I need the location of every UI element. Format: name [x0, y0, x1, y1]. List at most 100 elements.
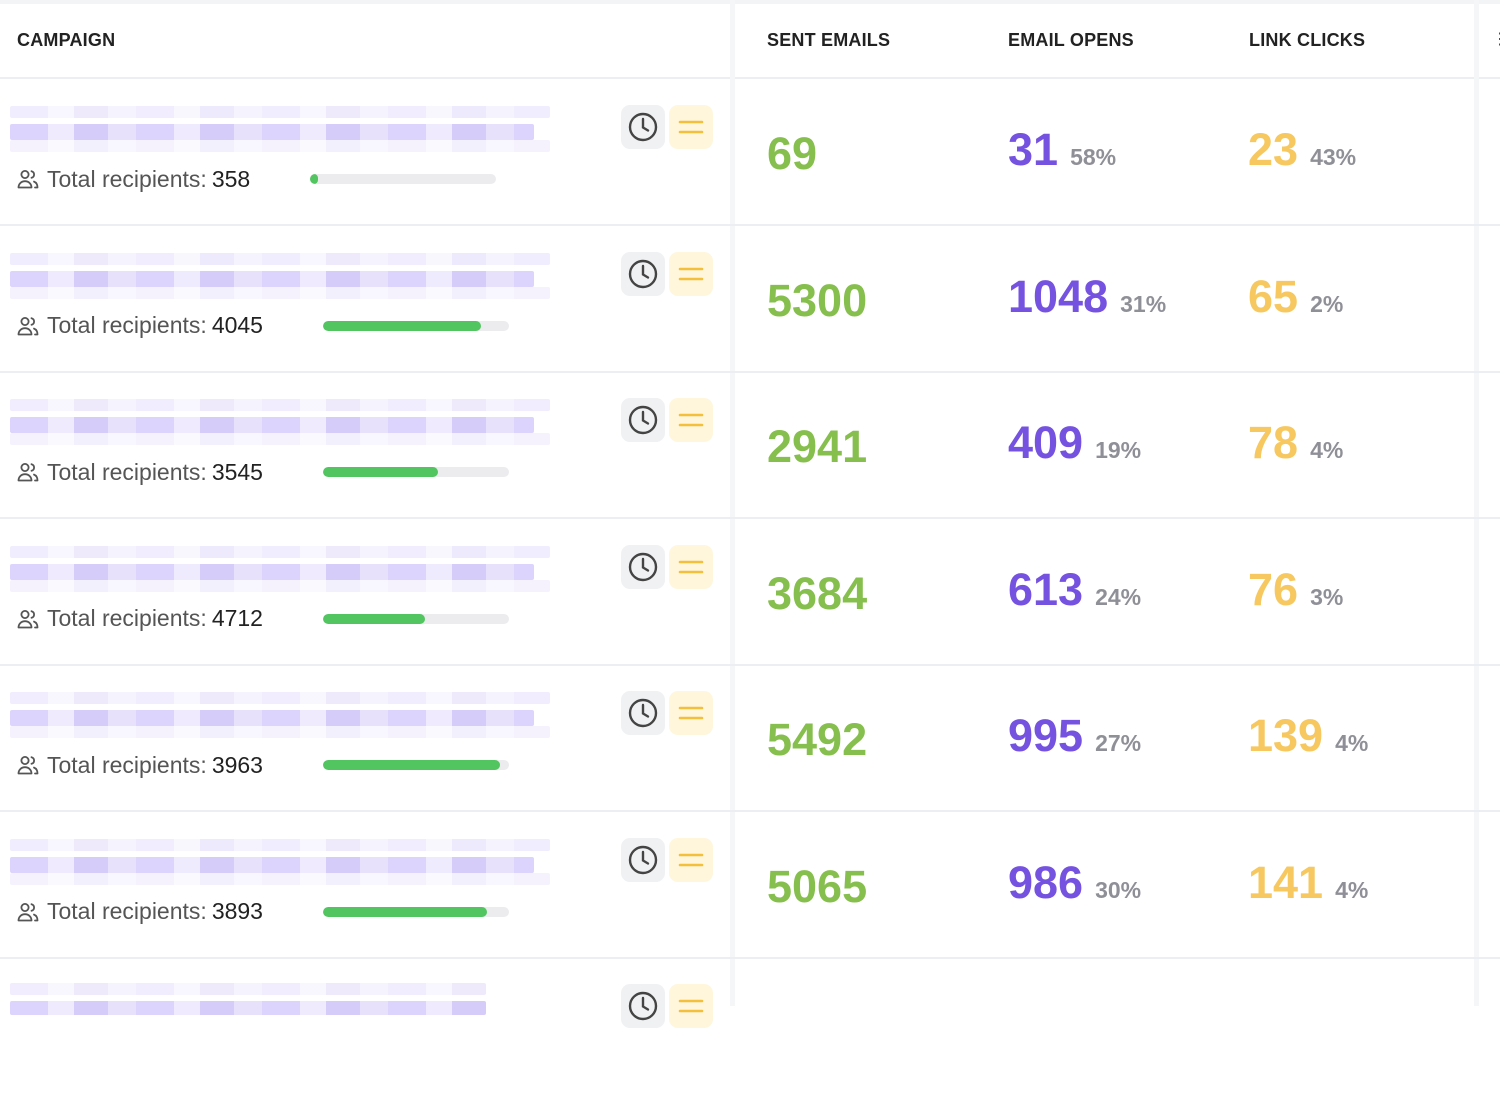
total-recipients: Total recipients: 3545 — [16, 457, 263, 487]
email-opens-count: 986 — [1008, 857, 1083, 908]
total-recipients: Total recipients: 4045 — [16, 311, 263, 341]
schedule-button[interactable] — [621, 252, 665, 296]
table-row[interactable]: Total recipients: 4712 3684 613 24% 76 3% — [0, 518, 1500, 666]
menu-button[interactable] — [669, 252, 713, 296]
email-opens-count: 995 — [1008, 710, 1083, 761]
link-clicks: 65 2% — [1248, 271, 1343, 323]
campaign-name-redacted[interactable] — [10, 393, 565, 449]
menu-button[interactable] — [669, 691, 713, 735]
link-clicks-percent: 4% — [1335, 877, 1368, 903]
schedule-button[interactable] — [621, 838, 665, 882]
link-clicks-count: 23 — [1248, 124, 1298, 175]
recipients-progress-bar — [323, 467, 509, 477]
schedule-button[interactable] — [621, 398, 665, 442]
recipients-progress-fill — [323, 760, 500, 770]
recipients-progress-bar — [323, 907, 509, 917]
link-clicks-percent: 2% — [1310, 291, 1343, 317]
total-recipients-count: 3963 — [212, 752, 263, 779]
link-clicks-count: 78 — [1248, 417, 1298, 468]
link-clicks-count: 139 — [1248, 710, 1323, 761]
clock-icon — [627, 697, 659, 729]
link-clicks-percent: 3% — [1310, 584, 1343, 610]
campaign-name-redacted[interactable] — [10, 540, 565, 596]
email-opens: 31 58% — [1008, 124, 1116, 176]
recipients-progress-bar — [323, 614, 509, 624]
recipients-progress-fill — [323, 614, 425, 624]
total-recipients-label: Total recipients: — [47, 898, 207, 925]
sent-emails-count: 5300 — [767, 275, 867, 327]
clock-icon — [627, 111, 659, 143]
campaign-name-redacted[interactable] — [10, 977, 490, 1007]
recipients-progress-fill — [323, 907, 487, 917]
more-options-icon[interactable]: ⋮ — [1492, 30, 1500, 50]
sent-emails-count: 2941 — [767, 421, 867, 473]
campaign-name-redacted[interactable] — [10, 686, 565, 742]
total-recipients-count: 4712 — [212, 605, 263, 632]
email-opens-percent: 19% — [1095, 437, 1141, 463]
menu-icon — [677, 992, 705, 1020]
table-row[interactable]: Total recipients: 4045 5300 1048 31% 65 2% — [0, 225, 1500, 373]
clock-icon — [627, 990, 659, 1022]
sent-emails-count: 5065 — [767, 861, 867, 913]
table-row[interactable]: Total recipients: 3893 5065 986 30% 141 4% — [0, 811, 1500, 959]
total-recipients: Total recipients: 358 — [16, 164, 250, 194]
email-opens-count: 31 — [1008, 124, 1058, 175]
email-opens-count: 613 — [1008, 564, 1083, 615]
users-icon — [16, 753, 40, 777]
menu-button[interactable] — [669, 984, 713, 1028]
schedule-button[interactable] — [621, 105, 665, 149]
menu-icon — [677, 846, 705, 874]
email-opens: 995 27% — [1008, 710, 1141, 762]
recipients-progress-bar — [310, 174, 496, 184]
link-clicks: 76 3% — [1248, 564, 1343, 616]
menu-button[interactable] — [669, 105, 713, 149]
recipients-progress-fill — [323, 321, 481, 331]
email-opens: 986 30% — [1008, 857, 1141, 909]
link-clicks: 139 4% — [1248, 710, 1368, 762]
total-recipients: Total recipients: 3893 — [16, 897, 263, 927]
table-header: CAMPAIGN SENT EMAILS EMAIL OPENS LINK CL… — [0, 0, 1500, 79]
clock-icon — [627, 404, 659, 436]
users-icon — [16, 460, 40, 484]
campaign-name-redacted[interactable] — [10, 247, 565, 303]
menu-icon — [677, 699, 705, 727]
schedule-button[interactable] — [621, 545, 665, 589]
sent-emails-count: 69 — [767, 128, 817, 180]
column-header-email-opens[interactable]: EMAIL OPENS — [1008, 30, 1134, 51]
users-icon — [16, 607, 40, 631]
link-clicks-count: 141 — [1248, 857, 1323, 908]
clock-icon — [627, 844, 659, 876]
sent-emails-count: 5492 — [767, 714, 867, 766]
menu-icon — [677, 260, 705, 288]
table-row[interactable]: Total recipients: 3545 2941 409 19% 78 4% — [0, 371, 1500, 519]
users-icon — [16, 314, 40, 338]
email-opens-percent: 58% — [1070, 144, 1116, 170]
column-header-campaign[interactable]: CAMPAIGN — [17, 30, 115, 51]
email-opens: 409 19% — [1008, 417, 1141, 469]
table-row[interactable]: Total recipients: 358 69 31 58% 23 43% — [0, 78, 1500, 226]
campaign-name-redacted[interactable] — [10, 100, 565, 156]
email-opens-percent: 27% — [1095, 730, 1141, 756]
table-row-partial[interactable] — [0, 957, 1500, 1103]
clock-icon — [627, 551, 659, 583]
menu-button[interactable] — [669, 838, 713, 882]
link-clicks-percent: 4% — [1335, 730, 1368, 756]
column-header-sent-emails[interactable]: SENT EMAILS — [767, 30, 890, 51]
email-opens-percent: 30% — [1095, 877, 1141, 903]
link-clicks-percent: 4% — [1310, 437, 1343, 463]
total-recipients-label: Total recipients: — [47, 752, 207, 779]
column-header-link-clicks[interactable]: LINK CLICKS — [1249, 30, 1365, 51]
email-opens-count: 409 — [1008, 417, 1083, 468]
email-opens: 1048 31% — [1008, 271, 1166, 323]
sent-emails-count: 3684 — [767, 568, 867, 620]
schedule-button[interactable] — [621, 984, 665, 1028]
total-recipients-label: Total recipients: — [47, 605, 207, 632]
link-clicks-count: 65 — [1248, 271, 1298, 322]
schedule-button[interactable] — [621, 691, 665, 735]
menu-button[interactable] — [669, 398, 713, 442]
menu-button[interactable] — [669, 545, 713, 589]
link-clicks: 78 4% — [1248, 417, 1343, 469]
total-recipients: Total recipients: 3963 — [16, 750, 263, 780]
table-row[interactable]: Total recipients: 3963 5492 995 27% 139 4% — [0, 664, 1500, 812]
campaign-name-redacted[interactable] — [10, 833, 565, 889]
